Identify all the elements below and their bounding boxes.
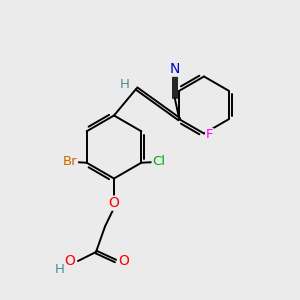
Text: Cl: Cl (152, 155, 165, 168)
Text: H: H (120, 78, 130, 92)
Text: O: O (64, 254, 75, 268)
Text: O: O (109, 196, 119, 210)
Text: H: H (55, 263, 64, 276)
Text: N: N (169, 62, 180, 76)
Text: F: F (206, 128, 213, 142)
Text: O: O (118, 254, 129, 268)
Text: Br: Br (63, 155, 77, 168)
